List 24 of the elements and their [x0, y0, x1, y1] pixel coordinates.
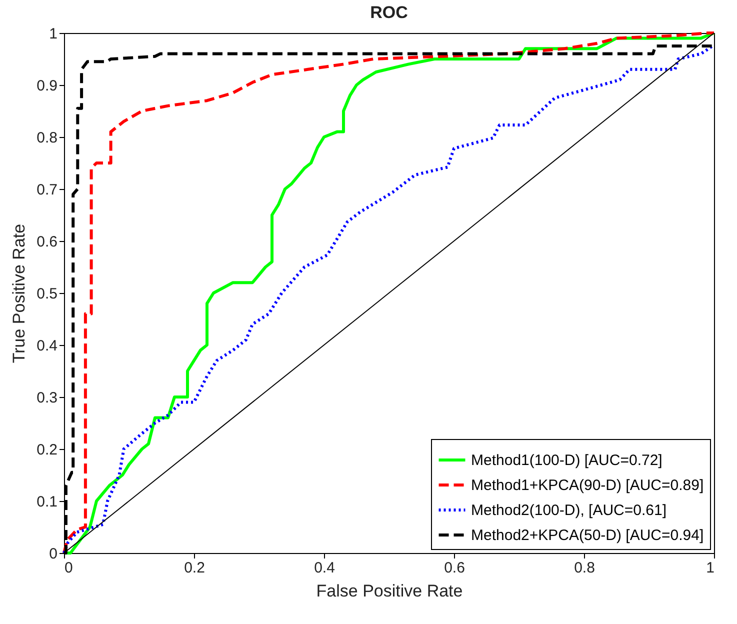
- legend-label: Method2(100-D), [AUC=0.61]: [471, 502, 667, 519]
- x-tick-label: 0.4: [314, 560, 335, 576]
- y-tick-label: 0.2: [36, 442, 58, 458]
- y-tick-label: 1: [49, 26, 58, 42]
- y-tick-label: 0.6: [36, 234, 58, 250]
- x-axis-title: False Positive Rate: [316, 582, 463, 600]
- legend-label: Method1+KPCA(90-D) [AUC=0.89]: [471, 477, 704, 494]
- y-tick-label: 0.9: [36, 78, 58, 94]
- y-tick-label: 0.8: [36, 130, 58, 146]
- y-axis-title: True Positive Rate: [10, 224, 29, 364]
- legend-label: Method2+KPCA(50-D) [AUC=0.94]: [471, 527, 704, 544]
- y-tick-label: 0.1: [36, 494, 58, 510]
- x-tick-label: 0: [64, 560, 73, 576]
- y-tick-label: 0.5: [36, 286, 58, 302]
- y-tick-label: 0.3: [36, 390, 58, 406]
- y-tick-label: 0.7: [36, 182, 58, 198]
- chart-title: ROC: [370, 3, 408, 22]
- x-tick-label: 0.6: [444, 560, 465, 576]
- y-tick-label: 0.4: [36, 338, 58, 354]
- legend-label: Method1(100-D) [AUC=0.72]: [471, 452, 662, 469]
- x-tick-label: 0.2: [184, 560, 205, 576]
- x-tick-label: 0.8: [574, 560, 595, 576]
- y-tick-label: 0: [49, 546, 58, 562]
- x-tick-label: 1: [706, 560, 714, 576]
